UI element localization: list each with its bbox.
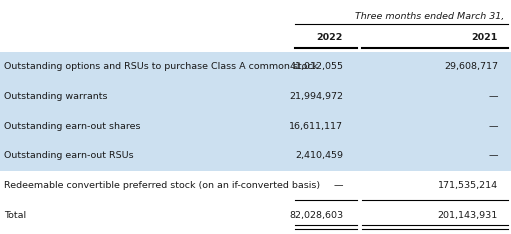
Text: 2021: 2021 <box>472 33 498 43</box>
Text: Total: Total <box>4 211 26 220</box>
Text: 21,994,972: 21,994,972 <box>289 92 343 101</box>
Text: 82,028,603: 82,028,603 <box>289 211 343 220</box>
Text: 41,012,055: 41,012,055 <box>289 62 343 71</box>
Text: Outstanding earn-out RSUs: Outstanding earn-out RSUs <box>4 151 133 160</box>
Bar <box>0 82 511 111</box>
Text: —: — <box>489 92 498 101</box>
Text: 16,611,117: 16,611,117 <box>289 122 343 131</box>
Text: Outstanding options and RSUs to purchase Class A common stock: Outstanding options and RSUs to purchase… <box>4 62 318 71</box>
Bar <box>0 141 511 171</box>
Text: —: — <box>489 122 498 131</box>
Text: 2,410,459: 2,410,459 <box>295 151 343 160</box>
Text: Redeemable convertible preferred stock (on an if-converted basis): Redeemable convertible preferred stock (… <box>4 181 320 190</box>
Text: Outstanding warrants: Outstanding warrants <box>4 92 107 101</box>
Text: —: — <box>334 181 343 190</box>
Text: Three months ended March 31,: Three months ended March 31, <box>355 12 505 21</box>
Text: Outstanding earn-out shares: Outstanding earn-out shares <box>4 122 141 131</box>
Bar <box>0 52 511 82</box>
Text: 201,143,931: 201,143,931 <box>438 211 498 220</box>
Text: —: — <box>489 151 498 160</box>
Text: 171,535,214: 171,535,214 <box>438 181 498 190</box>
Text: 2022: 2022 <box>317 33 343 43</box>
Bar <box>0 111 511 141</box>
Text: 29,608,717: 29,608,717 <box>444 62 498 71</box>
